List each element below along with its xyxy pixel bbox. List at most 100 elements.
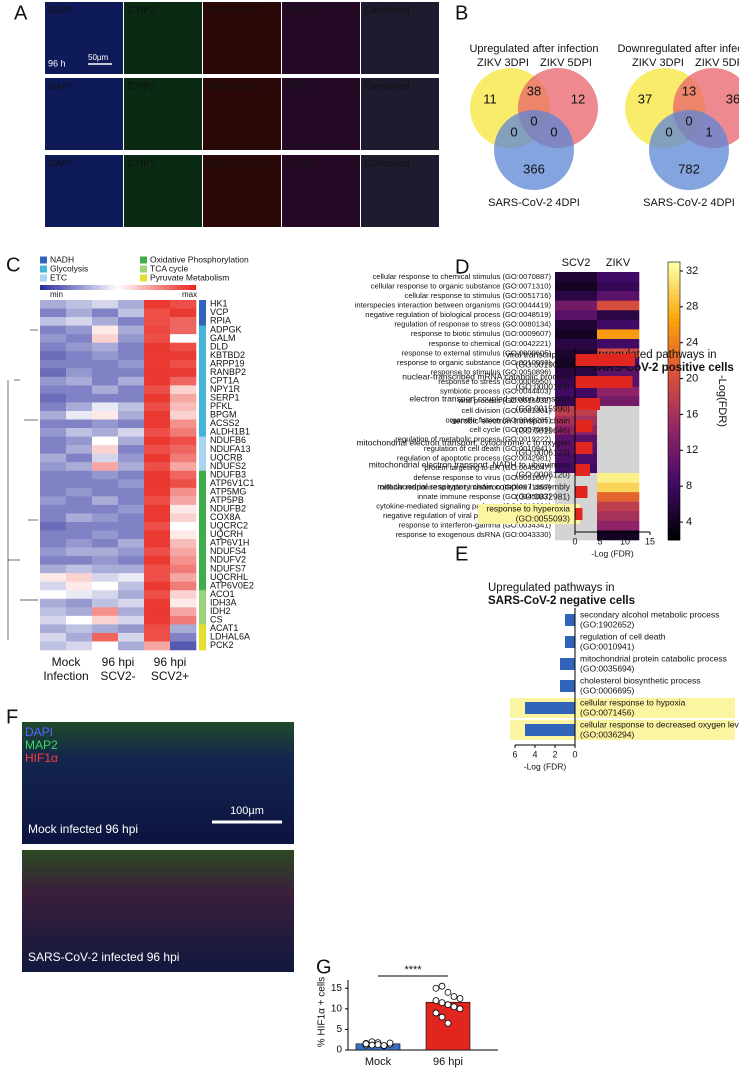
heat-cell [170,317,197,326]
category-label: mitochondrial respiratory chain complex … [377,481,570,491]
colorbar-step [668,433,680,439]
venn-count: 38 [527,83,541,98]
data-point [444,1001,452,1009]
venn-count: 0 [510,124,517,139]
channel-label: Combined [364,159,410,170]
x-axis-label: -Log (FDR) [524,761,567,771]
heat-cell [118,539,145,548]
heat-cell [555,339,598,349]
bar [525,724,575,736]
gene-label: ATP6V1H [210,538,249,548]
heat-cell [118,641,145,651]
panel-label: E [455,543,468,565]
heat-cell [118,385,145,395]
group-bar [199,504,206,514]
heat-cell [170,334,197,343]
colorbar-step [668,373,680,379]
heat-cell [118,402,145,412]
bar [575,398,600,410]
gene-label: RANBP2 [210,367,246,377]
set-label: ZIKV 3DPI [632,57,684,69]
heat-cell [118,556,145,565]
colorbar-step [98,285,103,290]
group-bar [199,359,206,369]
heat-cell [118,428,145,437]
data-point [444,988,452,996]
heat-cell [40,556,67,565]
group-bar [199,521,206,531]
bar [575,354,635,366]
heat-cell [40,632,67,642]
heat-cell [555,367,598,378]
heat-cell [555,281,598,292]
heat-cell [144,410,171,420]
bar [575,464,590,476]
scale-label: max [182,290,197,299]
term-label: cellular response to organic substance (… [371,281,552,290]
micrograph [124,2,202,74]
set-label: SARS-CoV-2 4DPI [488,197,580,209]
colorbar-step [668,285,680,291]
heat-cell [66,453,93,463]
venn-count: 37 [638,91,652,106]
legend-label: Glycolysis [50,263,88,273]
heat-cell [170,410,197,420]
heat-cell [40,607,67,617]
heat-cell [92,513,119,523]
heat-cell [597,406,640,416]
colorbar-step [668,516,680,522]
term-label: innate immune response (GO:0045087) [417,492,551,501]
term-label: regulation of apoptotic process (GO:0042… [397,454,552,463]
colorbar-step [176,285,181,290]
group-bar [199,419,206,429]
heat-cell [170,402,197,412]
heat-cell [118,376,145,386]
heat-cell [144,487,171,497]
heat-cell [40,325,67,335]
term-label: cytokine-mediated signaling pathway (GO:… [376,502,551,511]
y-tick-label: 10 [331,1003,343,1014]
colorbar-step [668,350,680,356]
heat-cell [555,300,598,311]
heat-cell [170,393,197,403]
heat-cell [40,402,67,412]
heat-cell [555,453,598,464]
heat-cell [66,351,93,361]
heat-cell [66,641,93,651]
group-bar [199,547,206,557]
heat-cell [40,317,67,326]
colorbar-step [133,285,138,290]
legend-label: Oxidative Phosphorylation [150,254,249,264]
channel-label: SARS-CoV-2 [206,159,265,170]
heat-cell [66,564,93,574]
colorbar-step [67,285,72,290]
channel-label: Combined [364,6,410,17]
heat-cell [92,342,119,352]
colorbar-step [668,391,680,397]
heat-cell [66,342,93,352]
heat-cell [40,539,67,548]
colorbar-step [141,285,146,290]
heat-cell [92,521,119,531]
heat-cell [40,513,67,523]
heat-cell [66,419,93,429]
heat-cell [118,496,145,506]
gene-label: NDUFB3 [210,469,246,479]
term-label: regulation of cell death (GO:0010941) [424,444,552,453]
gene-label: PCK2 [210,640,234,650]
group-bar [199,496,206,506]
group-bar [199,530,206,540]
heat-cell [597,367,640,378]
heat-cell [40,547,67,557]
gene-label: GALM [210,333,236,343]
heat-cell [92,530,119,540]
heat-cell [40,359,67,369]
colorbar-step [668,275,680,281]
heat-cell [92,402,119,412]
bar [560,658,575,670]
category-id: (GO:0055093) [516,513,571,523]
heat-cell [170,359,197,369]
heat-cell [597,310,640,321]
category-id: (GO:0006123) [516,447,571,457]
heat-cell [92,641,119,651]
